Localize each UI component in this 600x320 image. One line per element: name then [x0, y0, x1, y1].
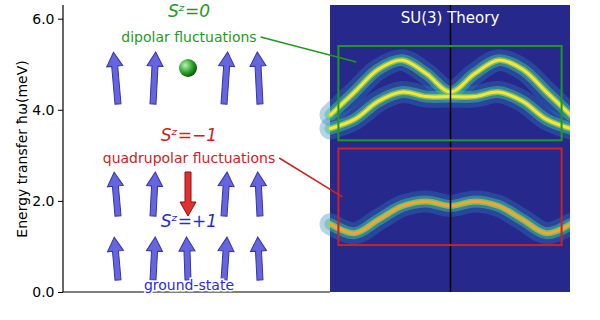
svg-text:Sᶻ=+1: Sᶻ=+1: [161, 211, 217, 231]
svg-text:ground-state: ground-state: [144, 277, 234, 293]
svg-text:6.0: 6.0: [32, 11, 54, 27]
svg-text:0.0: 0.0: [32, 284, 54, 300]
svg-text:dipolar fluctuations: dipolar fluctuations: [121, 29, 256, 45]
svg-text:4.0: 4.0: [32, 102, 54, 118]
svg-text:2.0: 2.0: [32, 193, 54, 209]
svg-text:Sᶻ=−1: Sᶻ=−1: [161, 125, 217, 145]
svg-text:Energy transfer ħω(meV): Energy transfer ħω(meV): [14, 60, 30, 237]
svg-text:Sᶻ=0: Sᶻ=0: [168, 1, 210, 21]
svg-text:SU(3) Theory: SU(3) Theory: [401, 9, 500, 27]
svg-text:quadrupolar fluctuations: quadrupolar fluctuations: [103, 150, 275, 166]
